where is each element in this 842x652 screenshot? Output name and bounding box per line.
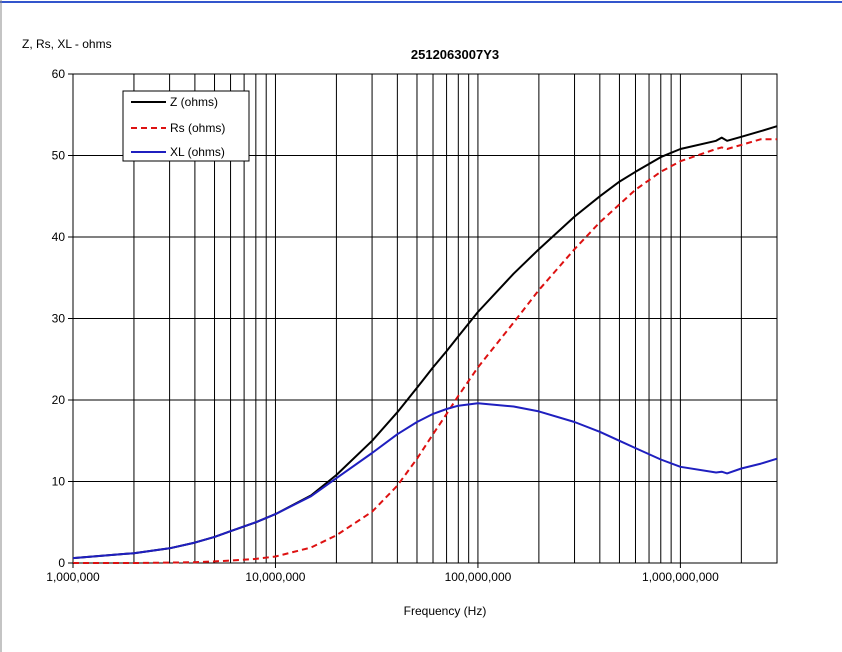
x-tick-label: 1,000,000,000 <box>642 570 719 584</box>
y-tick-label: 40 <box>52 230 66 244</box>
y-tick-label: 30 <box>52 312 66 326</box>
x-axis-title: Frequency (Hz) <box>404 604 487 618</box>
x-tick-labels: 1,000,000 10,000,000 100,000,000 1,000,000,… <box>46 563 719 584</box>
legend: Z (ohms) Rs (ohms) XL (ohms) <box>122 90 250 162</box>
y-tick-label: 50 <box>52 149 66 163</box>
legend-label-z: Z (ohms) <box>170 95 218 109</box>
y-tick-labels: 0 10 20 30 40 50 60 <box>52 67 73 570</box>
y-tick-label: 20 <box>52 393 66 407</box>
legend-label-xl: XL (ohms) <box>170 145 225 159</box>
y-axis-title: Z, Rs, XL - ohms <box>22 37 112 51</box>
x-tick-label: 100,000,000 <box>445 570 512 584</box>
y-tick-label: 60 <box>52 67 66 81</box>
y-tick-label: 10 <box>52 475 66 489</box>
x-tick-label: 10,000,000 <box>245 570 305 584</box>
series-xl-line <box>72 402 778 560</box>
x-tick-label: 1,000,000 <box>46 570 100 584</box>
y-tick-label: 0 <box>58 556 65 570</box>
series-rs-line <box>73 138 777 564</box>
chart-title: 2512063007Y3 <box>411 47 499 62</box>
legend-label-rs: Rs (ohms) <box>170 121 225 135</box>
series-layer <box>72 125 778 564</box>
